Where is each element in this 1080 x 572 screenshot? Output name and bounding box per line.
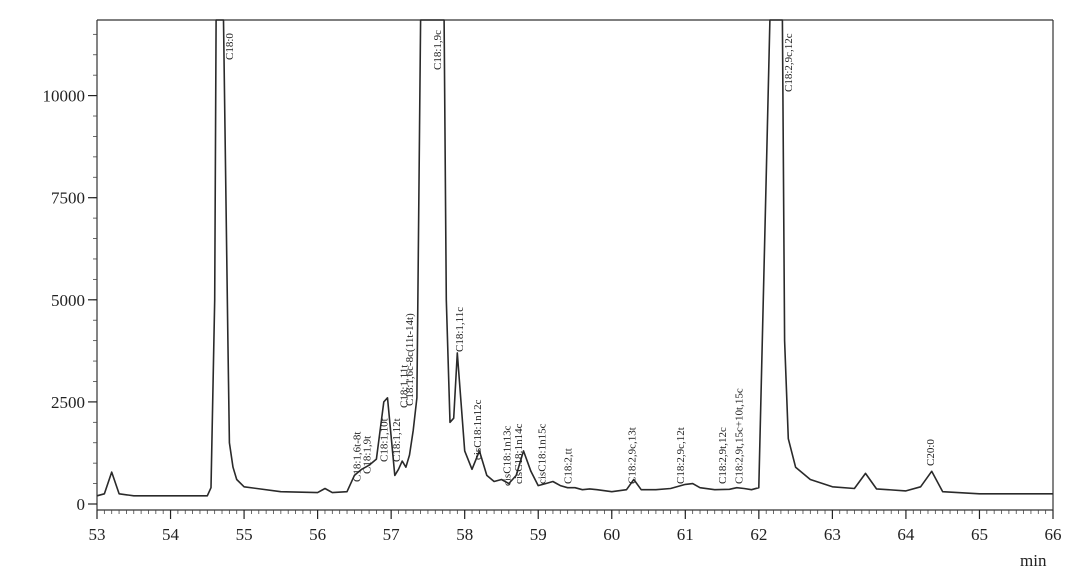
peak-label: C18:1,9t [362, 436, 374, 474]
x-tick-label: 56 [309, 525, 326, 544]
peak-label: cisC18:1n14c [513, 423, 525, 484]
y-axis-ticks: 0 2500 5000 7500 10000 [43, 87, 97, 514]
x-tick-label: 55 [236, 525, 253, 544]
peak-label: C18:0 [224, 33, 236, 60]
x-tick-label: 58 [456, 525, 473, 544]
peak-label: C18:2,9t,15c+10t,15c [734, 388, 746, 484]
x-axis-ticks: 53 54 55 56 57 58 59 60 61 62 63 64 65 66 [89, 510, 1062, 544]
x-tick-label: 53 [89, 525, 106, 544]
x-tick-label: 65 [971, 525, 988, 544]
x-tick-label: 61 [677, 525, 694, 544]
y-tick-label: 5000 [51, 291, 85, 310]
peak-label: C18:1,10t [378, 418, 390, 462]
peak-label: C18:1,11t [398, 365, 410, 408]
x-tick-label: 54 [162, 525, 180, 544]
peak-label: C18:2,tt [562, 448, 574, 484]
x-axis-unit-label: min [1020, 551, 1047, 570]
peak-label: C18:2,9c,13t [626, 427, 638, 484]
x-tick-label: 63 [824, 525, 841, 544]
peak-label: cisC18:1n12c [472, 399, 484, 460]
peak-label: C18:2,9t,12c [717, 427, 729, 484]
peak-label: C18:1,6c-8c(11t-14t) [404, 313, 416, 406]
peak-label: C18:2,9c,12c [783, 33, 795, 92]
y-tick-label: 2500 [51, 393, 85, 412]
x-tick-label: 59 [530, 525, 547, 544]
peak-label: C18:2,9c,12t [675, 427, 687, 484]
x-tick-label: 60 [603, 525, 620, 544]
y-tick-label: 7500 [51, 189, 85, 208]
peak-label: C18:1,6t-8t [351, 432, 363, 482]
peak-label: cisC18:1n15c [537, 423, 549, 484]
peak-label: C20:0 [925, 439, 937, 466]
peak-label: C18:1,11c [454, 307, 466, 352]
peak-label: cisC18:1n13c [501, 425, 513, 486]
peak-label: C18:1,12t [391, 418, 403, 462]
x-tick-label: 66 [1045, 525, 1062, 544]
x-tick-label: 64 [897, 525, 915, 544]
peak-label: C18:1,9c [432, 30, 444, 70]
x-tick-label: 57 [383, 525, 401, 544]
x-tick-label: 62 [750, 525, 767, 544]
y-tick-label: 10000 [43, 87, 86, 106]
y-tick-label: 0 [77, 495, 86, 514]
chromatogram-trace [96, 19, 1053, 497]
